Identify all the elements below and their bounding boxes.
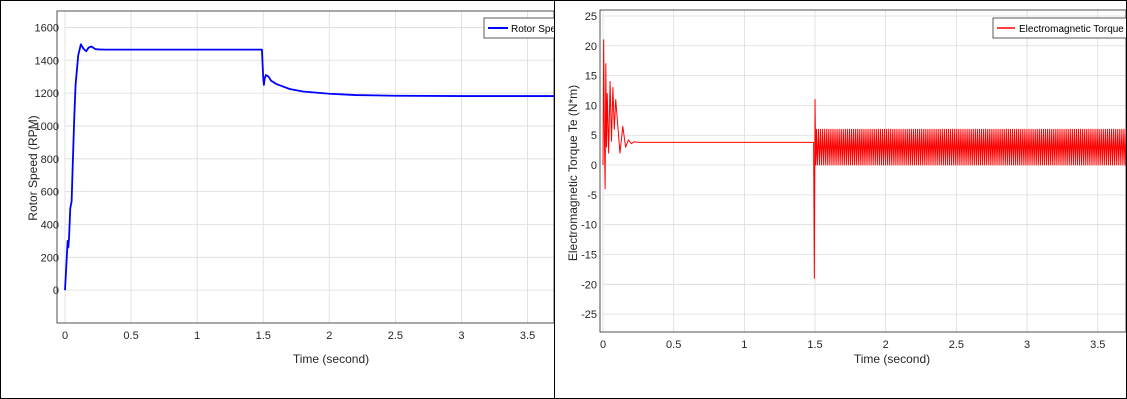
y-tick-label: 20 <box>585 41 597 53</box>
x-axis-label: Time (second) <box>293 352 369 366</box>
legend: Rotor Speed <box>484 18 554 38</box>
y-tick-label: -5 <box>587 190 597 202</box>
x-tick-label: 1 <box>741 339 747 351</box>
rotor-speed-chart-panel: 0 0.5 1 1.5 2 2.5 3 3.5 0 200 400 600 800 1000 1200 14… <box>0 0 555 399</box>
plot-area-border <box>57 11 554 323</box>
y-tick-label: -20 <box>581 279 597 291</box>
rotor-speed-chart: 0 0.5 1 1.5 2 2.5 3 3.5 02004006008001000120014… <box>1 1 554 398</box>
y-tick-label: 400 <box>41 219 59 231</box>
y-axis-label: Rotor Speed (RPM) <box>26 115 40 220</box>
y-tick-label: 15 <box>585 71 597 83</box>
x-tick-label: 2.5 <box>949 339 964 351</box>
y-tick-label: 0 <box>53 285 59 297</box>
x-tick-label: 0 <box>600 339 606 351</box>
y-tick-label: 200 <box>41 252 59 264</box>
x-tick-label: 1.5 <box>256 330 271 342</box>
y-tick-label: 1600 <box>35 22 59 34</box>
y-tick-label: 0 <box>591 160 597 172</box>
x-tick-labels: 0 0.5 1 1.5 2 2.5 3 3.5 <box>600 339 1105 351</box>
y-tick-label: 600 <box>41 187 59 199</box>
x-tick-label: 1.5 <box>807 339 822 351</box>
legend-label: Rotor Speed <box>511 24 554 35</box>
torque-chart: 0 0.5 1 1.5 2 2.5 3 3.5 25 20 15 10 5 0 -5 -10 -15 -20 -2… <box>555 1 1126 398</box>
y-tick-label: 1200 <box>35 88 59 100</box>
x-tick-label: 1 <box>194 330 200 342</box>
x-tick-labels: 0 0.5 1 1.5 2 2.5 3 3.5 <box>62 330 535 342</box>
x-tick-label: 3.5 <box>1090 339 1105 351</box>
plot-area-border <box>600 10 1126 332</box>
x-tick-label: 2 <box>326 330 332 342</box>
x-tick-label: 0.5 <box>123 330 138 342</box>
y-axis-label: Electromagnetic Torque Te (N*m) <box>566 85 580 261</box>
grid <box>65 11 554 323</box>
legend-label: Electromagnetic Torque Te <box>1019 24 1126 35</box>
x-tick-label: 2 <box>883 339 889 351</box>
y-tick-label: 25 <box>585 11 597 23</box>
y-tick-labels: 25 20 15 10 5 0 -5 -10 -15 -20 -25 <box>581 11 597 321</box>
y-tick-label: -25 <box>581 309 597 321</box>
x-tick-label: 3 <box>1024 339 1030 351</box>
grid <box>603 10 1126 332</box>
y-tick-label: -15 <box>581 249 597 261</box>
x-tick-label: 0 <box>62 330 68 342</box>
x-tick-label: 2.5 <box>388 330 403 342</box>
y-tick-label: 800 <box>41 154 59 166</box>
series-lines <box>65 44 554 290</box>
y-tick-label: 10 <box>585 100 597 112</box>
y-tick-label: -10 <box>581 220 597 232</box>
x-tick-label: 3 <box>458 330 464 342</box>
x-tick-label: 0.5 <box>666 339 681 351</box>
series-line <box>65 44 554 290</box>
torque-chart-panel: 0 0.5 1 1.5 2 2.5 3 3.5 25 20 15 10 5 0 -5 -10 -15 -20 -2… <box>554 0 1127 399</box>
x-axis-label: Time (second) <box>854 352 930 366</box>
y-tick-label: 5 <box>591 130 597 142</box>
y-tick-label: 1400 <box>35 55 59 67</box>
legend: Electromagnetic Torque Te <box>993 18 1126 38</box>
x-tick-label: 3.5 <box>520 330 535 342</box>
